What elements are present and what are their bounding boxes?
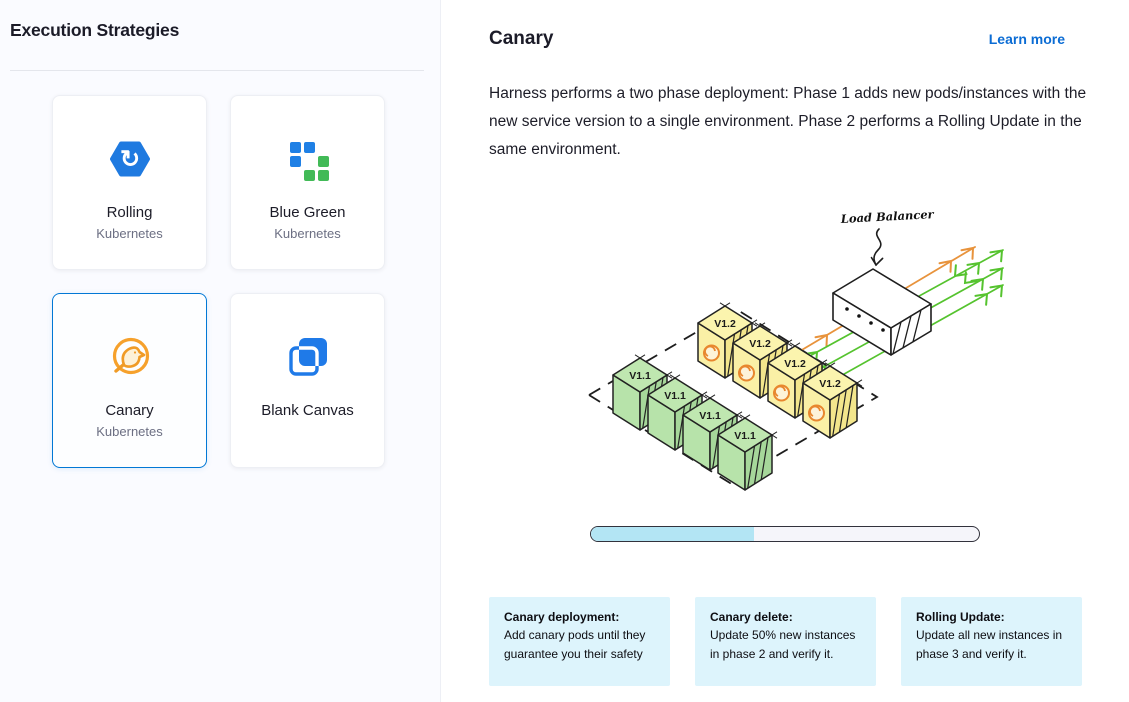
card-sublabel: Kubernetes bbox=[274, 226, 341, 241]
card-label: Blank Canvas bbox=[261, 402, 354, 419]
strategy-detail-panel: Canary Learn more Harness performs a two… bbox=[441, 0, 1129, 702]
svg-text:V1.2: V1.2 bbox=[714, 318, 736, 330]
card-sublabel: Kubernetes bbox=[96, 226, 163, 241]
rolling-icon: ↻ bbox=[108, 136, 152, 182]
canary-bird-icon bbox=[107, 334, 153, 380]
panel-title: Execution Strategies bbox=[10, 20, 180, 40]
detail-header: Canary Learn more bbox=[489, 28, 1065, 50]
strategy-description: Harness performs a two phase deployment:… bbox=[489, 85, 1087, 158]
svg-text:V1.1: V1.1 bbox=[699, 410, 721, 422]
phase-box-canary-delete: Canary delete: Update 50% new instances … bbox=[695, 597, 876, 686]
load-balancer-label: Load Balancer bbox=[839, 207, 935, 226]
strategy-card-canary[interactable]: Canary Kubernetes bbox=[52, 293, 207, 468]
canary-deployment-diagram: V1.1 V1.1 V1.1 V1.1 V1.2 V1.2 V1.2 V1.2 bbox=[587, 207, 1005, 491]
phase-progress-bar bbox=[590, 526, 980, 542]
phase-title: Canary deployment: bbox=[504, 610, 620, 624]
svg-text:V1.2: V1.2 bbox=[819, 378, 841, 390]
phase-boxes: Canary deployment: Add canary pods until… bbox=[489, 597, 1082, 686]
phase-box-rolling-update: Rolling Update: Update all new instances… bbox=[901, 597, 1082, 686]
svg-text:V1.1: V1.1 bbox=[664, 390, 686, 402]
blank-canvas-icon bbox=[286, 334, 330, 380]
load-balancer-pointer bbox=[873, 228, 882, 266]
phase-title: Canary delete: bbox=[710, 610, 793, 624]
learn-more-link[interactable]: Learn more bbox=[988, 31, 1065, 47]
svg-text:V1.1: V1.1 bbox=[734, 430, 756, 442]
v1-1-pods: V1.1 V1.1 V1.1 V1.1 bbox=[612, 354, 778, 491]
svg-text:V1.2: V1.2 bbox=[749, 338, 771, 350]
card-sublabel: Kubernetes bbox=[96, 424, 163, 439]
phase-body: Update all new instances in phase 3 and … bbox=[916, 628, 1063, 661]
phase-box-canary-deployment: Canary deployment: Add canary pods until… bbox=[489, 597, 670, 686]
phase-body: Update 50% new instances in phase 2 and … bbox=[710, 628, 856, 661]
strategy-cards: ↻ Rolling Kubernetes Bl bbox=[52, 95, 385, 468]
v1-2-pods: V1.2 V1.2 V1.2 V1.2 bbox=[697, 301, 863, 439]
svg-text:V1.2: V1.2 bbox=[784, 358, 806, 370]
strategy-card-blank-canvas[interactable]: Blank Canvas bbox=[230, 293, 385, 468]
card-label: Blue Green bbox=[269, 204, 346, 221]
card-label: Rolling bbox=[106, 204, 153, 221]
divider bbox=[10, 70, 424, 71]
blue-green-icon bbox=[286, 136, 330, 182]
svg-text:V1.1: V1.1 bbox=[629, 370, 651, 382]
strategy-list-panel: Execution Strategies ↻ Rolling Kubernete… bbox=[0, 0, 441, 702]
strategy-card-rolling[interactable]: ↻ Rolling Kubernetes bbox=[52, 95, 207, 270]
svg-text:↻: ↻ bbox=[119, 146, 139, 173]
phase-progress-fill bbox=[591, 527, 754, 541]
phase-title: Rolling Update: bbox=[916, 610, 1005, 624]
card-label: Canary bbox=[105, 402, 154, 419]
phase-body: Add canary pods until they guarantee you… bbox=[504, 628, 646, 661]
load-balancer-box bbox=[832, 268, 932, 356]
strategy-card-blue-green[interactable]: Blue Green Kubernetes bbox=[230, 95, 385, 270]
detail-title: Canary bbox=[489, 28, 554, 49]
